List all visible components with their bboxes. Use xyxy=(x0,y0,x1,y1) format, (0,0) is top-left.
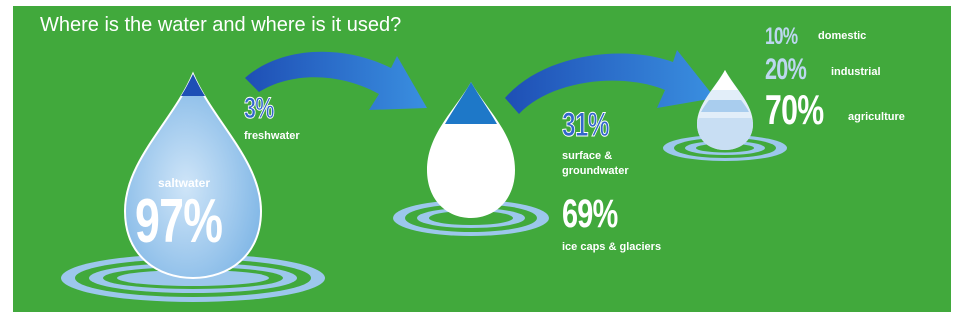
freshwater-drop-icon xyxy=(427,82,515,218)
usage-drop-icon xyxy=(697,70,753,150)
page-title: Where is the water and where is it used? xyxy=(40,14,402,36)
icecaps-percent: 69% xyxy=(562,192,618,236)
use-industrial-percent: 20% xyxy=(765,53,807,86)
surface-label-line1: surface & xyxy=(562,150,613,162)
surface-label-line2: groundwater xyxy=(562,165,629,177)
drop-tip-icon xyxy=(181,74,205,96)
use-agriculture-label: agriculture xyxy=(848,111,905,123)
infographic-panel: Where is the water and where is it used?… xyxy=(13,6,951,312)
icecaps-label: ice caps & glaciers xyxy=(562,241,662,253)
use-industrial-label: industrial xyxy=(831,66,881,78)
saltwater-percent: 97% xyxy=(135,187,223,256)
saltwater-label: saltwater xyxy=(158,176,211,190)
freshwater-percent: 3% xyxy=(244,92,275,126)
surface-percent: 31% xyxy=(562,106,610,145)
use-domestic-percent: 10% xyxy=(765,23,798,50)
arrow-icon xyxy=(245,51,427,110)
arrow-icon xyxy=(505,50,715,114)
use-domestic-label: domestic xyxy=(818,30,867,42)
use-agriculture-percent: 70% xyxy=(765,86,824,133)
infographic-artwork xyxy=(61,50,787,302)
freshwater-label: freshwater xyxy=(244,130,300,142)
saltwater-drop-icon xyxy=(123,71,263,280)
